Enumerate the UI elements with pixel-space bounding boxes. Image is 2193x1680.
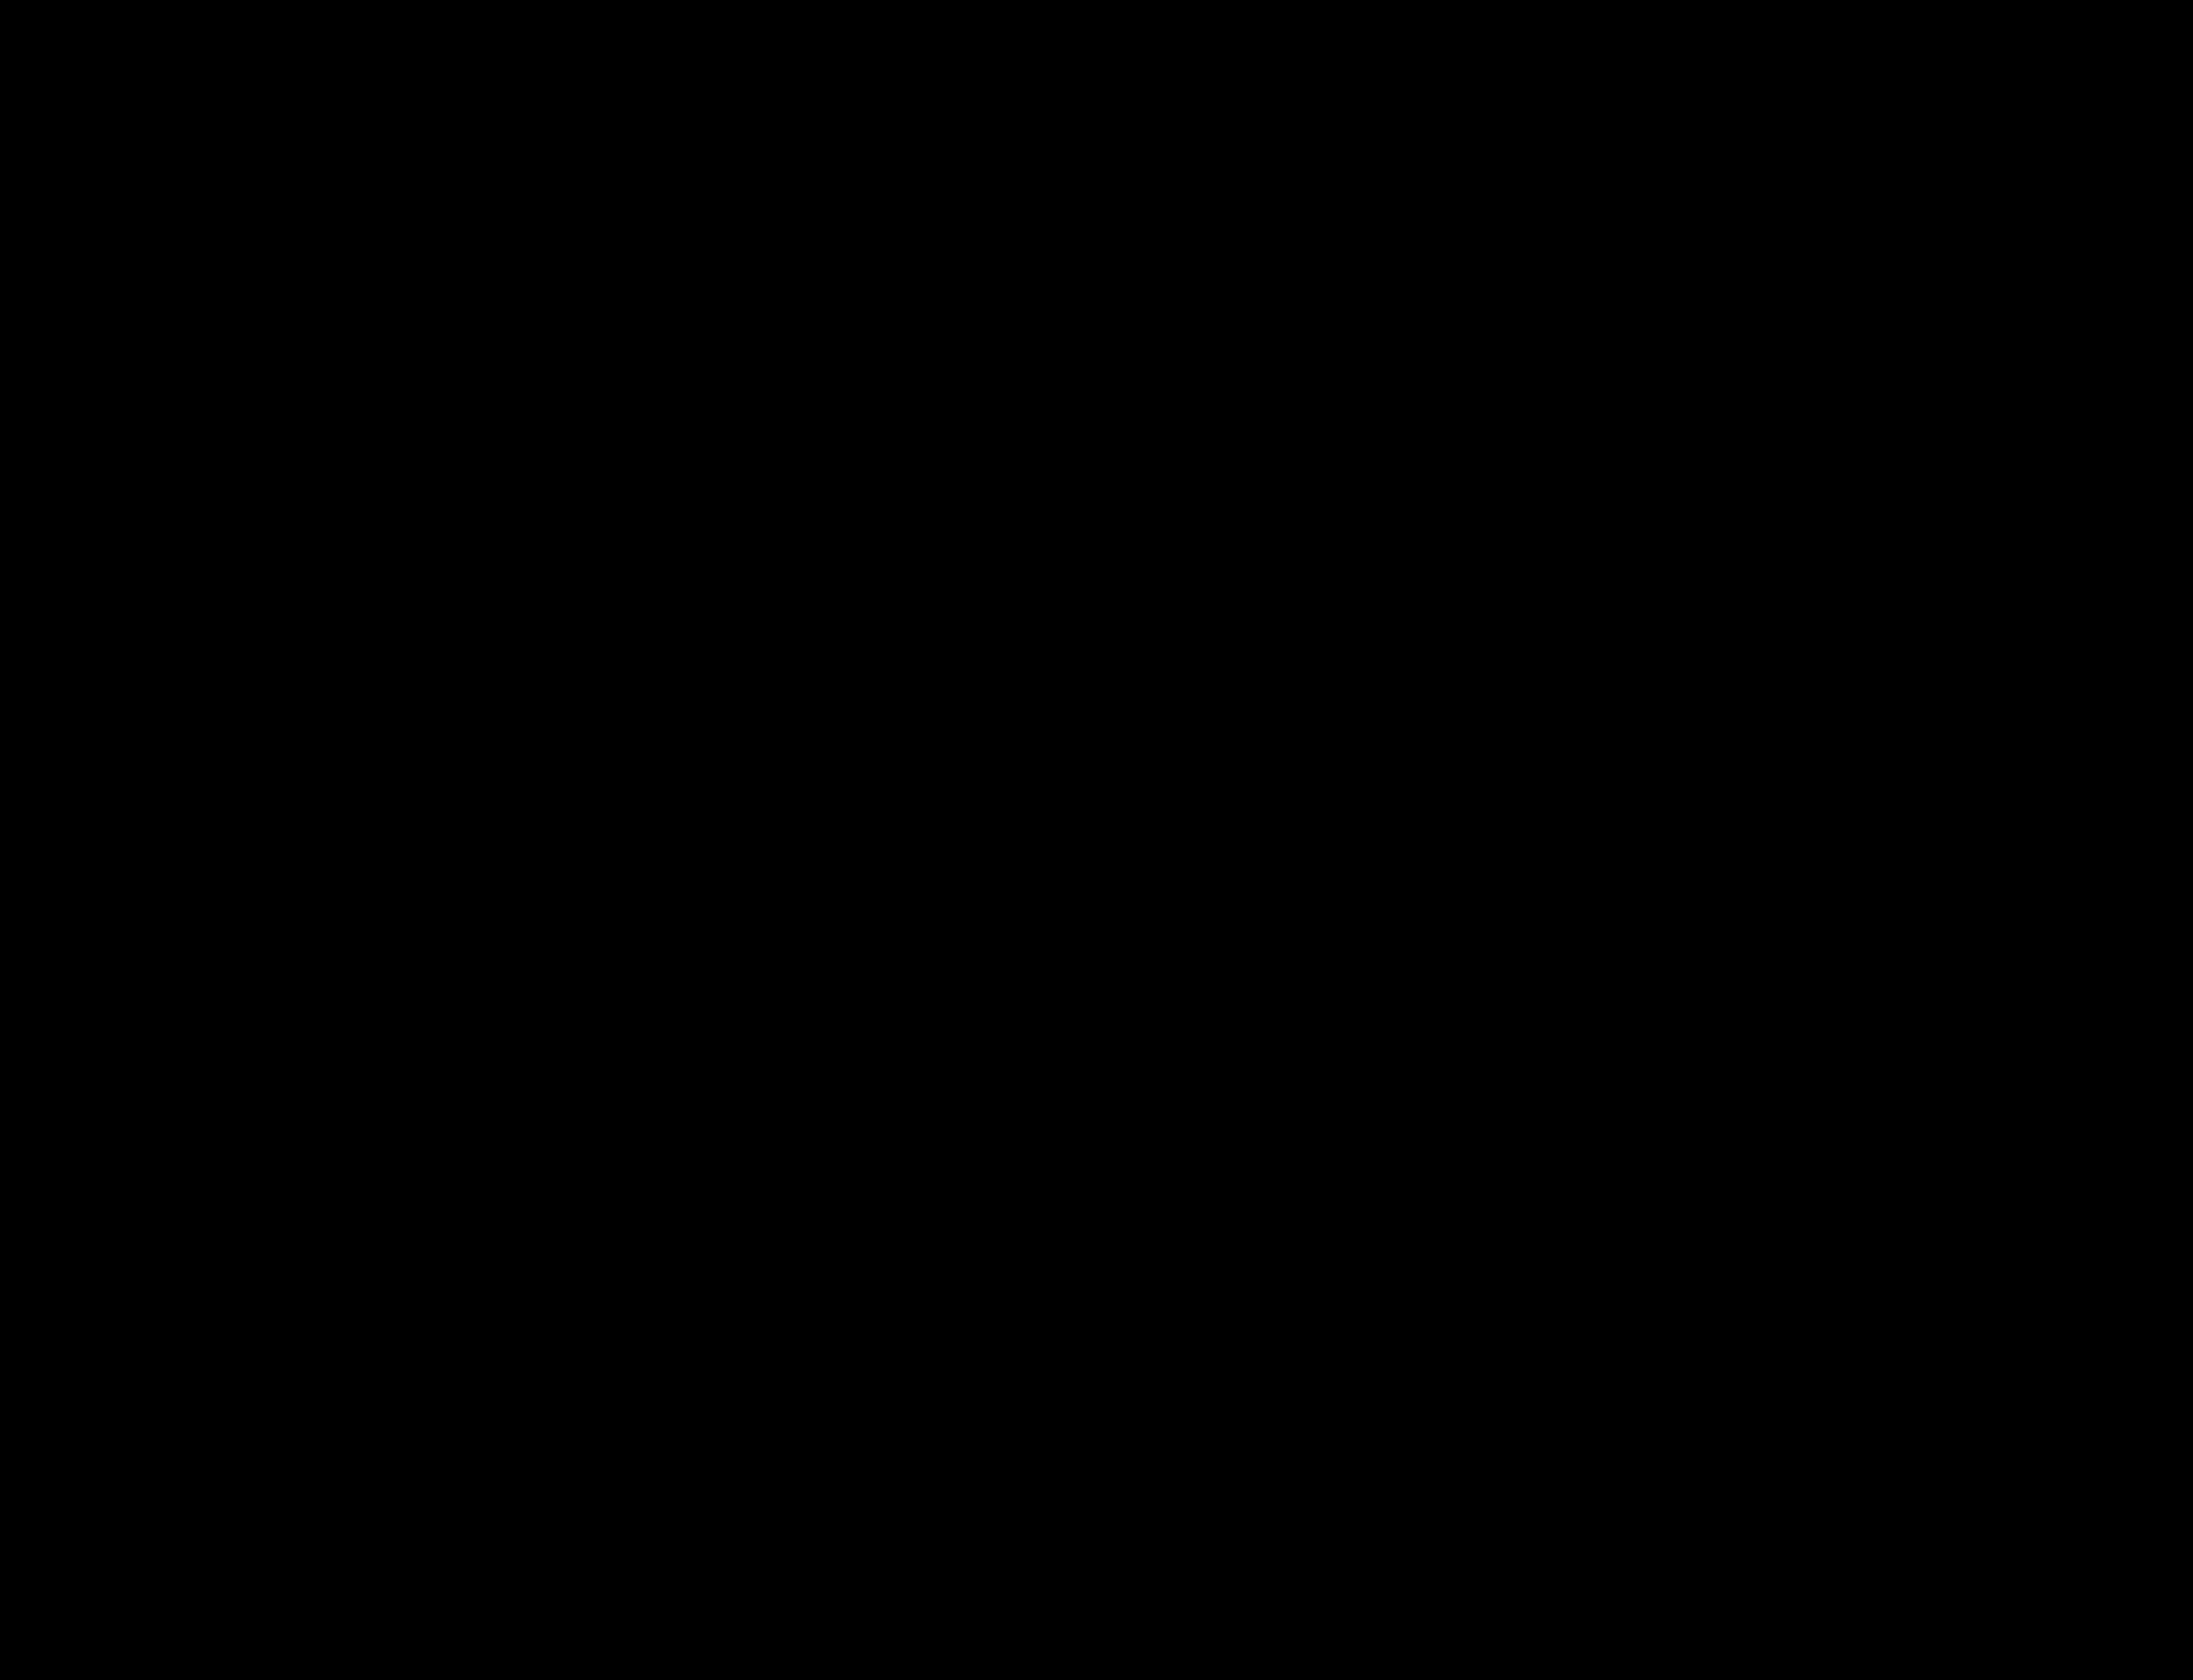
smoothed-line-swatch <box>1191 1245 1310 1258</box>
legend-item-unsmoothed <box>1168 1187 1310 1230</box>
legend-item-sciamachy <box>1957 386 2099 428</box>
sciamachy-line-swatch <box>1980 402 2099 413</box>
kurucz-line-swatch <box>1980 359 2099 370</box>
unsmoothed-line-swatch <box>1191 1202 1310 1215</box>
legend-irradiance <box>1957 343 2099 428</box>
requirement-band-swatch <box>1191 1284 1310 1304</box>
legend-item-kurucz <box>1957 343 2099 386</box>
legend-item-requirement <box>1168 1273 1310 1316</box>
legend-item-smoothed <box>1168 1230 1310 1273</box>
legend-deviation <box>1168 1187 1310 1316</box>
